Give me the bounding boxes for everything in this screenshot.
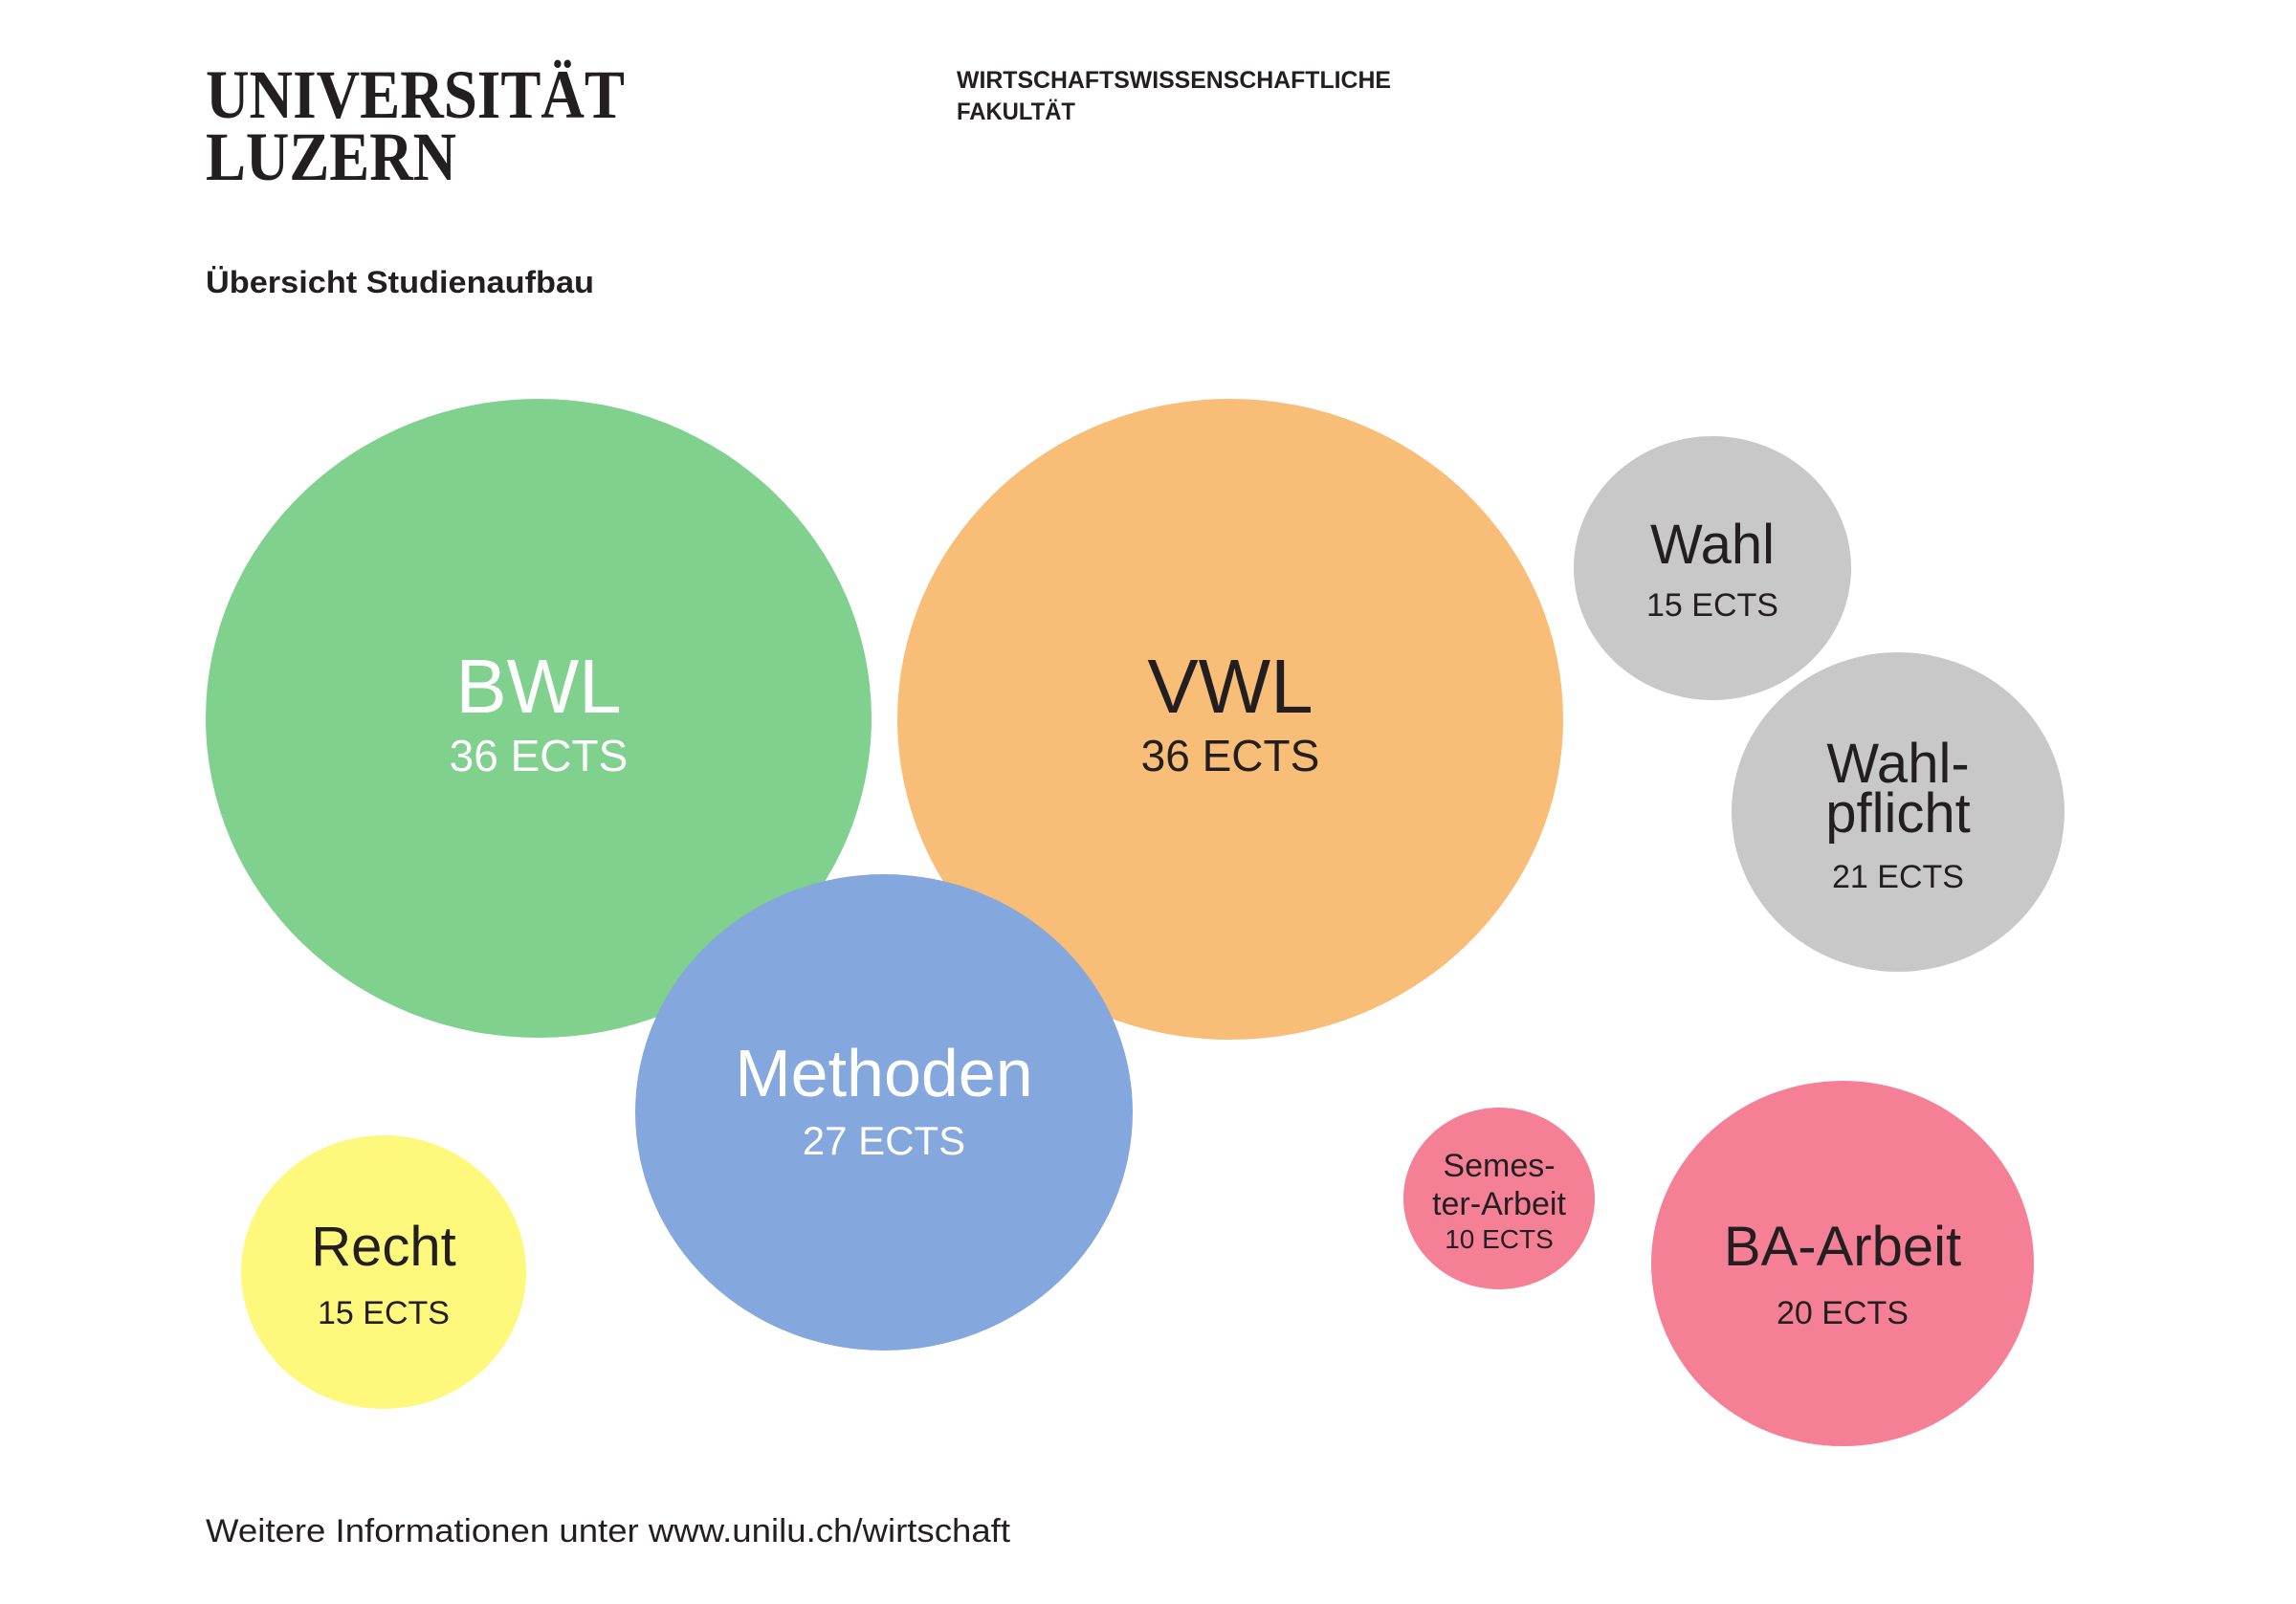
bubble-ects: 27 ECTS: [803, 1118, 965, 1163]
bubble-shape: [206, 399, 872, 1038]
bubble-label-line-1: Wahl-: [1826, 733, 1969, 795]
bubble-ects: 15 ECTS: [1646, 587, 1778, 624]
bubble-semesterarbeit: Semes- ter-Arbeit 10 ECTS: [1403, 1108, 1595, 1289]
bubble-label: BA-Arbeit: [1724, 1216, 1961, 1278]
bubble-shape: [1651, 1081, 2034, 1446]
bubble-ects: 21 ECTS: [1832, 859, 1964, 895]
logo-line-2: LUZERN: [206, 119, 456, 195]
bubble-shape: [1403, 1108, 1595, 1289]
bubble-shape: [241, 1135, 526, 1409]
bubble-shape: [635, 874, 1133, 1351]
bubble-vwl: VWL 36 ECTS: [897, 399, 1563, 1040]
bubble-shape: [897, 399, 1563, 1040]
bubble-label: Wahl: [1650, 514, 1775, 576]
bubble-bwl: BWL 36 ECTS: [206, 399, 872, 1038]
bubble-label: Recht: [311, 1216, 456, 1278]
bubble-label: VWL: [1147, 644, 1313, 729]
bubble-label: Methoden: [735, 1036, 1032, 1110]
faculty-name-line-2: FAKULTÄT: [957, 99, 1075, 125]
page-title: Übersicht Studienaufbau: [206, 265, 594, 299]
bubble-ects: 36 ECTS: [1141, 731, 1320, 780]
bubble-label-line-1: Semes-: [1443, 1148, 1555, 1184]
bubble-ects: 15 ECTS: [318, 1295, 450, 1331]
bubble-ects: 10 ECTS: [1445, 1224, 1554, 1254]
bubble-label-line-2: pflicht: [1825, 782, 1971, 845]
bubble-wahlpflicht: Wahl- pflicht 21 ECTS: [1732, 652, 2064, 972]
bubble-ects: 36 ECTS: [450, 731, 629, 780]
bubble-methoden: Methoden 27 ECTS: [635, 874, 1133, 1351]
bubble-shape: [1574, 436, 1851, 700]
bubble-recht: Recht 15 ECTS: [241, 1135, 526, 1409]
bubble-wahl: Wahl 15 ECTS: [1574, 436, 1851, 700]
bubble-shape: [1732, 652, 2064, 972]
bubble-ba-arbeit: BA-Arbeit 20 ECTS: [1651, 1081, 2034, 1446]
bubble-ects: 20 ECTS: [1777, 1295, 1909, 1331]
faculty-name-line-1: WIRTSCHAFTSWISSENSCHAFTLICHE: [957, 67, 1391, 94]
bubble-label: BWL: [455, 644, 621, 729]
logo-line-1: UNIVERSITÄT: [206, 56, 625, 133]
footer-info-text: Weitere Informationen unter www.unilu.ch…: [206, 1513, 1011, 1549]
bubble-label-line-2: ter-Arbeit: [1432, 1186, 1566, 1222]
university-logo: UNIVERSITÄT LUZERN: [206, 56, 625, 195]
